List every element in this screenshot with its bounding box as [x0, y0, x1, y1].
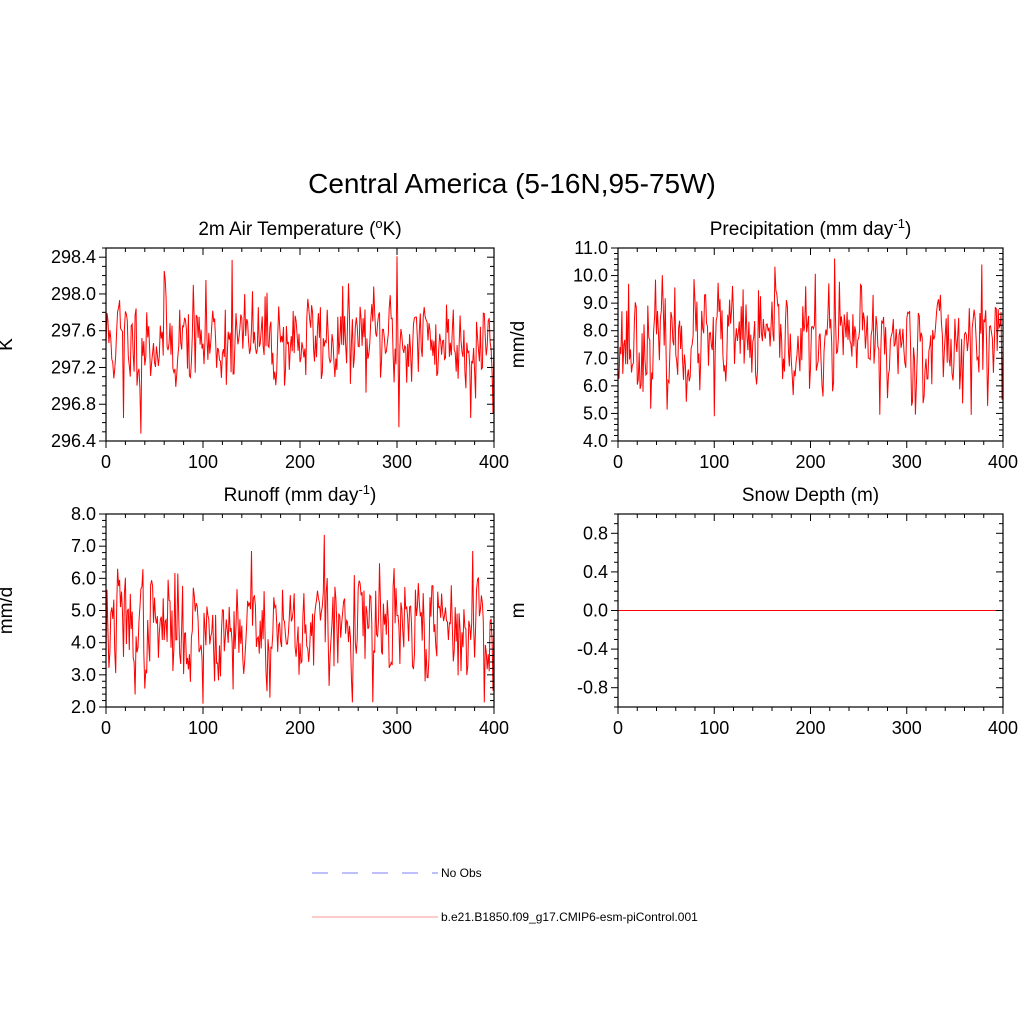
x-tick-label: 200: [285, 452, 315, 472]
main-title: Central America (5-16N,95-75W): [308, 168, 716, 199]
panel-title-runoff: Runoff (mm day-1): [224, 482, 377, 506]
x-tick-label: 300: [382, 718, 412, 738]
x-tick-label: 200: [795, 452, 825, 472]
x-tick-label: 100: [699, 452, 729, 472]
y-tick-label: 4.0: [71, 633, 96, 653]
panel-title-suffix: ): [370, 485, 376, 506]
y-axis-label-runoff: mm/d: [0, 587, 17, 635]
panel-runoff: 0 100 200 300 400 2.0 3.0 4.0 5.0 6.0 7.0 8.0 Runoff…: [0, 482, 509, 738]
x-tick-label: 300: [892, 718, 922, 738]
panel-title-superscript: o: [375, 216, 382, 231]
y-tick-label: 8.0: [71, 504, 96, 524]
x-tick-label: 100: [699, 718, 729, 738]
series-line-precip: [617, 258, 1004, 417]
y-tick-label: 7.0: [71, 536, 96, 556]
y-tick-label: 296.8: [51, 394, 96, 414]
y-tick-label: 297.6: [51, 321, 96, 341]
y-tick-label: -0.4: [577, 639, 608, 659]
y-tick-label: 10.0: [573, 266, 608, 286]
y-tick-label: 298.0: [51, 284, 96, 304]
y-tick-label: 7.0: [583, 348, 608, 368]
y-tick-label: 9.0: [583, 293, 608, 313]
x-tick-label: 400: [988, 452, 1018, 472]
y-tick-label: 4.0: [583, 431, 608, 451]
y-tick-label: 11.0: [574, 238, 608, 258]
legend-label-obs: No Obs: [441, 866, 482, 880]
legend-entry-model: b.e21.B1850.f09_g17.CMIP6-esm-piControl.…: [312, 910, 698, 924]
x-tick-label: 0: [101, 718, 111, 738]
x-tick-label: 0: [101, 452, 111, 472]
y-tick-label: 298.4: [51, 247, 96, 267]
panel-title-suffix: K): [383, 219, 402, 240]
panel-title-snow: Snow Depth (m): [742, 485, 879, 506]
plot-frame-runoff: [105, 513, 495, 708]
panel-title-superscript: -1: [358, 482, 370, 497]
y-tick-label: 296.4: [51, 431, 96, 451]
y-tick-label: 297.2: [51, 357, 96, 377]
panel-title-superscript: -1: [893, 216, 905, 231]
panel-title-text: 2m Air Temperature (: [198, 219, 376, 240]
panel-snow: 0 100 200 300 400 -0.8 -0.4 0.0 0.4 0.8 Snow Depth…: [508, 485, 1018, 738]
legend: No Obs b.e21.B1850.f09_g17.CMIP6-esm-piC…: [312, 866, 698, 924]
x-tick-label: 300: [382, 452, 412, 472]
panel-temp: 0 100 200 300 400 296.4 296.8 297.2 297.6 298.0 29…: [0, 216, 509, 472]
y-axis-label-precip: mm/d: [508, 321, 529, 369]
x-tick-label: 400: [479, 452, 509, 472]
x-tick-label: 400: [988, 718, 1018, 738]
panels: 0 100 200 300 400 296.4 296.8 297.2 297.6 298.0 29…: [0, 216, 1018, 738]
x-tick-label: 400: [479, 718, 509, 738]
y-tick-label: 0.0: [583, 601, 608, 621]
panel-title-text: Precipitation (mm day: [710, 219, 894, 240]
y-axis-label-temp: K: [0, 338, 17, 351]
x-tick-label: 200: [285, 718, 315, 738]
y-tick-label: 0.8: [583, 523, 608, 543]
panel-title-precip: Precipitation (mm day-1): [710, 216, 912, 240]
y-tick-label: 6.0: [583, 376, 608, 396]
y-axis-label-snow: m: [508, 603, 529, 619]
y-tick-label: 8.0: [583, 321, 608, 341]
x-tick-label: 0: [613, 718, 623, 738]
panel-title-text: Runoff (mm day: [224, 485, 359, 506]
y-tick-label: -0.8: [577, 678, 608, 698]
legend-label-model: b.e21.B1850.f09_g17.CMIP6-esm-piControl.…: [441, 910, 698, 924]
legend-entry-obs: No Obs: [312, 866, 482, 880]
panel-precip: 0 100 200 300 400 4.0 5.0 6.0 7.0 8.0 9.0 10.0 11.0 P…: [508, 216, 1018, 472]
series-line-runoff: [105, 534, 495, 704]
x-tick-label: 0: [613, 452, 623, 472]
x-tick-label: 300: [892, 452, 922, 472]
y-tick-label: 6.0: [71, 568, 96, 588]
y-tick-label: 0.4: [583, 562, 608, 582]
x-tick-label: 100: [188, 452, 218, 472]
x-tick-label: 200: [795, 718, 825, 738]
series-line-temp: [105, 256, 495, 434]
y-tick-label: 2.0: [71, 697, 96, 717]
y-tick-label: 5.0: [71, 601, 96, 621]
panel-title-text: Snow Depth (m): [742, 485, 879, 506]
y-tick-label: 3.0: [71, 665, 96, 685]
x-tick-label: 100: [188, 718, 218, 738]
panel-title-suffix: ): [905, 219, 911, 240]
panel-title-temp: 2m Air Temperature (oK): [198, 216, 401, 240]
y-tick-label: 5.0: [583, 403, 608, 423]
